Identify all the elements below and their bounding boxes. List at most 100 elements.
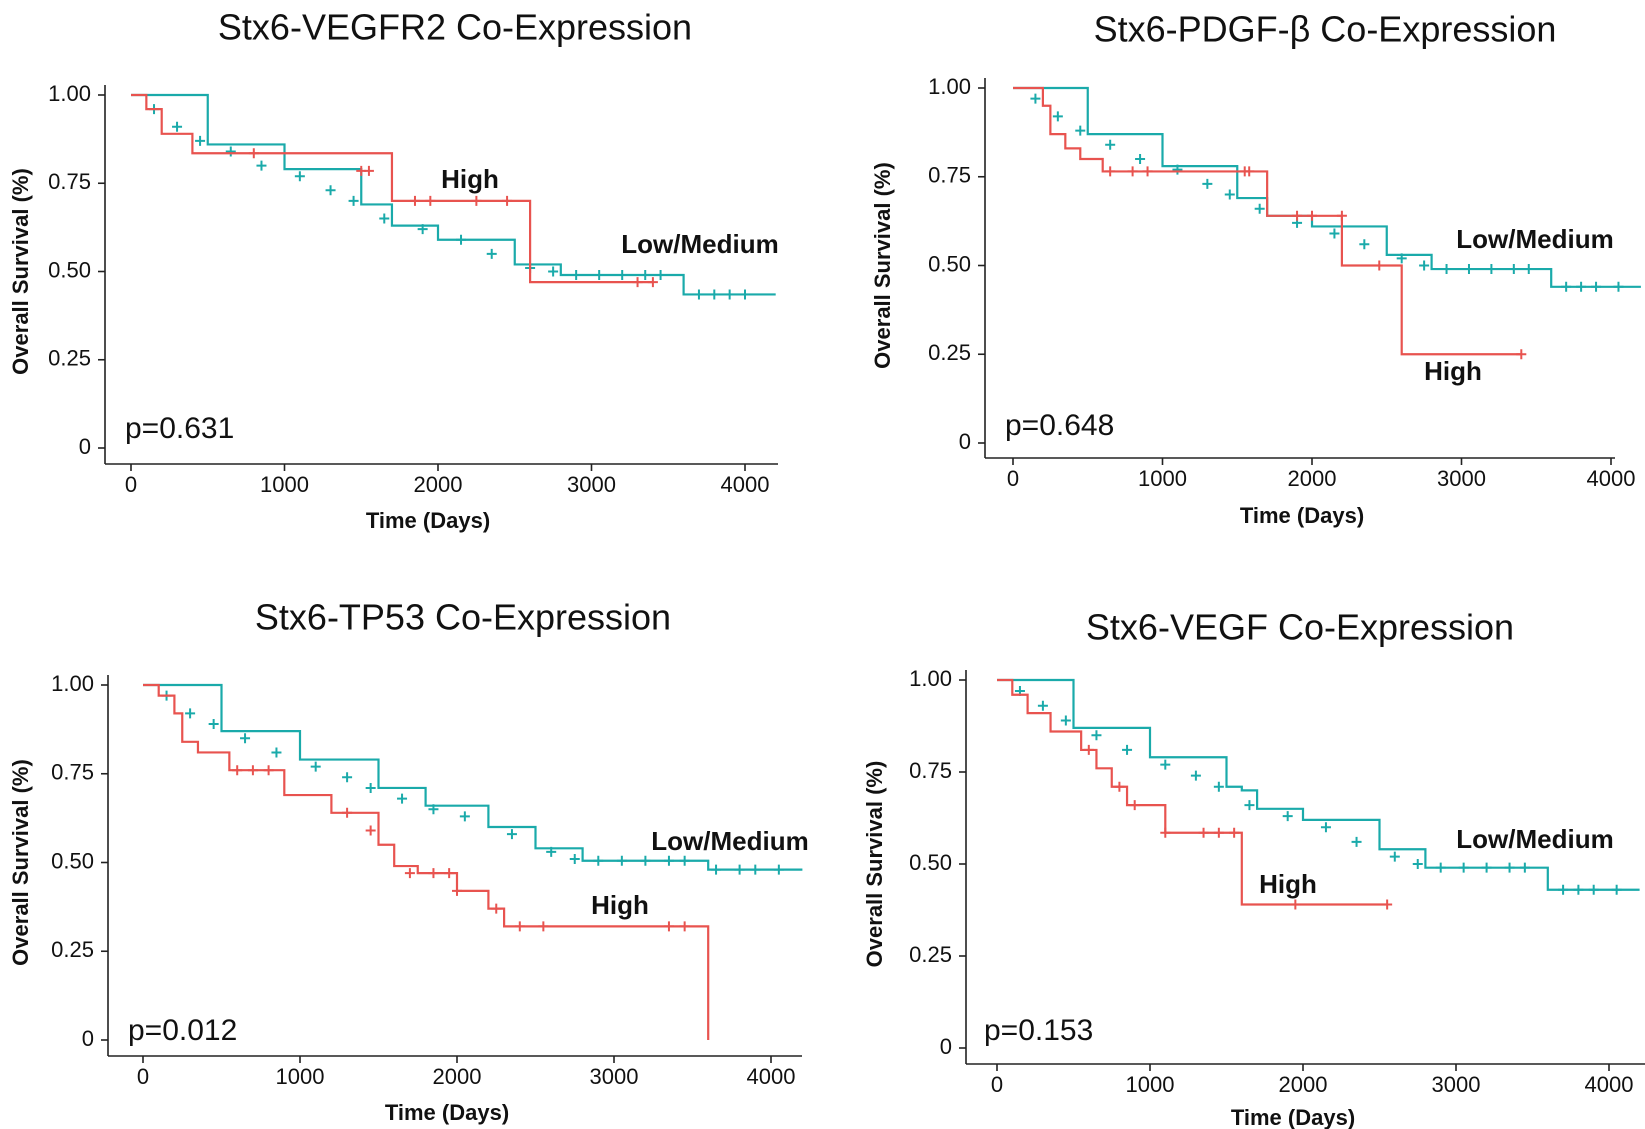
censor-mark-high — [1114, 781, 1125, 792]
survival-curve-high — [131, 93, 653, 284]
censor-mark-low-medium — [1519, 862, 1530, 873]
censor-mark-low-medium — [1254, 203, 1265, 214]
censor-mark-high — [263, 765, 274, 776]
censor-mark-low-medium — [195, 135, 206, 146]
y-axis-label: Overall Survival (%) — [862, 761, 887, 968]
censor-mark-low-medium — [1091, 730, 1102, 741]
x-tick-label: 2000 — [1279, 1072, 1328, 1097]
censor-mark-low-medium — [225, 146, 236, 157]
km-panel-4: Stx6-VEGF Co-Expression 0 0.25 0.50 0.75 1.00… — [862, 607, 1645, 1129]
group-label-high: High — [441, 164, 499, 194]
km-panel-2: Stx6-PDGF-β Co-Expression 0 0.25 0.50 0.75 1.… — [870, 9, 1641, 528]
censor-mark-high — [1244, 166, 1255, 177]
censor-mark-high — [247, 765, 258, 776]
censor-mark-high — [404, 868, 415, 879]
censor-mark-low-medium — [256, 160, 267, 171]
survival-curve-low-medium — [997, 678, 1640, 891]
chart-title: Stx6-PDGF-β Co-Expression — [1094, 9, 1557, 50]
censor-mark-low-medium — [693, 289, 704, 300]
censor-mark-low-medium — [1463, 264, 1474, 275]
censor-mark-low-medium — [617, 270, 628, 281]
censor-mark-low-medium — [1611, 884, 1622, 895]
censor-mark-low-medium — [1573, 884, 1584, 895]
censor-mark-low-medium — [571, 270, 582, 281]
censor-mark-low-medium — [709, 289, 720, 300]
y-tick-label: 1.00 — [928, 74, 971, 99]
censor-mark-high — [232, 765, 243, 776]
censor-mark-high — [1516, 349, 1527, 360]
censor-mark-low-medium — [342, 772, 353, 783]
censor-mark-low-medium — [1458, 862, 1469, 873]
y-tick-label: 1.00 — [909, 666, 952, 691]
group-label-high: High — [1259, 869, 1317, 899]
censor-mark-high — [248, 148, 259, 159]
censor-mark-low-medium — [417, 224, 428, 235]
censor-mark-high — [1213, 827, 1224, 838]
p-value: p=0.631 — [125, 412, 234, 445]
censor-mark-low-medium — [734, 864, 745, 875]
censor-mark-low-medium — [616, 855, 627, 866]
censor-mark-low-medium — [546, 846, 557, 857]
censor-mark-high — [1374, 260, 1385, 271]
x-tick-label: 4000 — [1585, 1072, 1634, 1097]
censor-mark-low-medium — [1060, 715, 1071, 726]
y-tick-label: 0.75 — [48, 169, 91, 194]
p-value: p=0.012 — [128, 1014, 237, 1047]
censor-mark-low-medium — [724, 289, 735, 300]
censor-mark-low-medium — [663, 855, 674, 866]
censor-mark-low-medium — [1359, 239, 1370, 250]
km-panel-1: Stx6-VEGFR2 Co-Expression 0 0.25 0.50 0.75 1.… — [8, 7, 779, 533]
x-tick-label: 2000 — [433, 1064, 482, 1089]
y-tick-label: 0.50 — [909, 850, 952, 875]
censor-mark-high — [1382, 899, 1393, 910]
y-tick-label: 0.25 — [928, 340, 971, 365]
x-tick-label: 4000 — [721, 472, 770, 497]
km-panel-3: Stx6-TP53 Co-Expression 0 0.25 0.50 0.75 1.00… — [8, 597, 809, 1125]
x-axis-label: Time (Days) — [366, 508, 490, 533]
censor-mark-low-medium — [1122, 744, 1133, 755]
x-tick-label: 0 — [125, 472, 137, 497]
censor-mark-low-medium — [397, 793, 408, 804]
censor-mark-low-medium — [1320, 822, 1331, 833]
censor-mark-high — [444, 868, 455, 879]
censor-mark-low-medium — [271, 747, 282, 758]
censor-mark-high — [425, 195, 436, 206]
y-tick-label: 0.50 — [51, 848, 94, 873]
censor-mark-low-medium — [773, 864, 784, 875]
censor-mark-low-medium — [294, 171, 305, 182]
censor-mark-high — [409, 195, 420, 206]
p-value: p=0.648 — [1005, 409, 1114, 442]
censor-mark-high — [1307, 210, 1317, 221]
survival-curve-low-medium — [131, 93, 776, 296]
censor-mark-low-medium — [172, 121, 183, 132]
censor-mark-low-medium — [711, 864, 722, 875]
censor-mark-low-medium — [185, 708, 196, 719]
chart-title: Stx6-VEGFR2 Co-Expression — [218, 7, 692, 48]
censor-mark-high — [342, 807, 353, 818]
censor-mark-low-medium — [1419, 260, 1430, 271]
survival-curve-high — [143, 683, 710, 1040]
x-tick-label: 3000 — [590, 1064, 639, 1089]
censor-mark-high — [1292, 210, 1303, 221]
censor-mark-low-medium — [640, 855, 651, 866]
censor-mark-low-medium — [640, 270, 651, 281]
y-tick-label: 1.00 — [48, 81, 91, 106]
censor-mark-low-medium — [569, 853, 580, 864]
survival-curve-high — [997, 678, 1388, 906]
censor-mark-high — [428, 868, 439, 879]
censor-mark-high — [1129, 800, 1140, 811]
censor-mark-low-medium — [325, 185, 336, 196]
y-tick-label: 0.25 — [51, 937, 94, 962]
y-tick-label: 0 — [82, 1026, 94, 1051]
y-tick-label: 0.25 — [48, 346, 91, 371]
chart-title: Stx6-VEGF Co-Expression — [1086, 607, 1514, 648]
censor-mark-low-medium — [1523, 264, 1534, 275]
censor-mark-low-medium — [1190, 770, 1201, 781]
censor-mark-high — [365, 825, 376, 836]
x-tick-label: 1000 — [1126, 1072, 1175, 1097]
censor-mark-low-medium — [1052, 111, 1063, 122]
censor-mark-low-medium — [506, 829, 517, 840]
censor-mark-low-medium — [1396, 253, 1407, 264]
y-tick-label: 1.00 — [51, 671, 94, 696]
censor-mark-low-medium — [1441, 264, 1452, 275]
